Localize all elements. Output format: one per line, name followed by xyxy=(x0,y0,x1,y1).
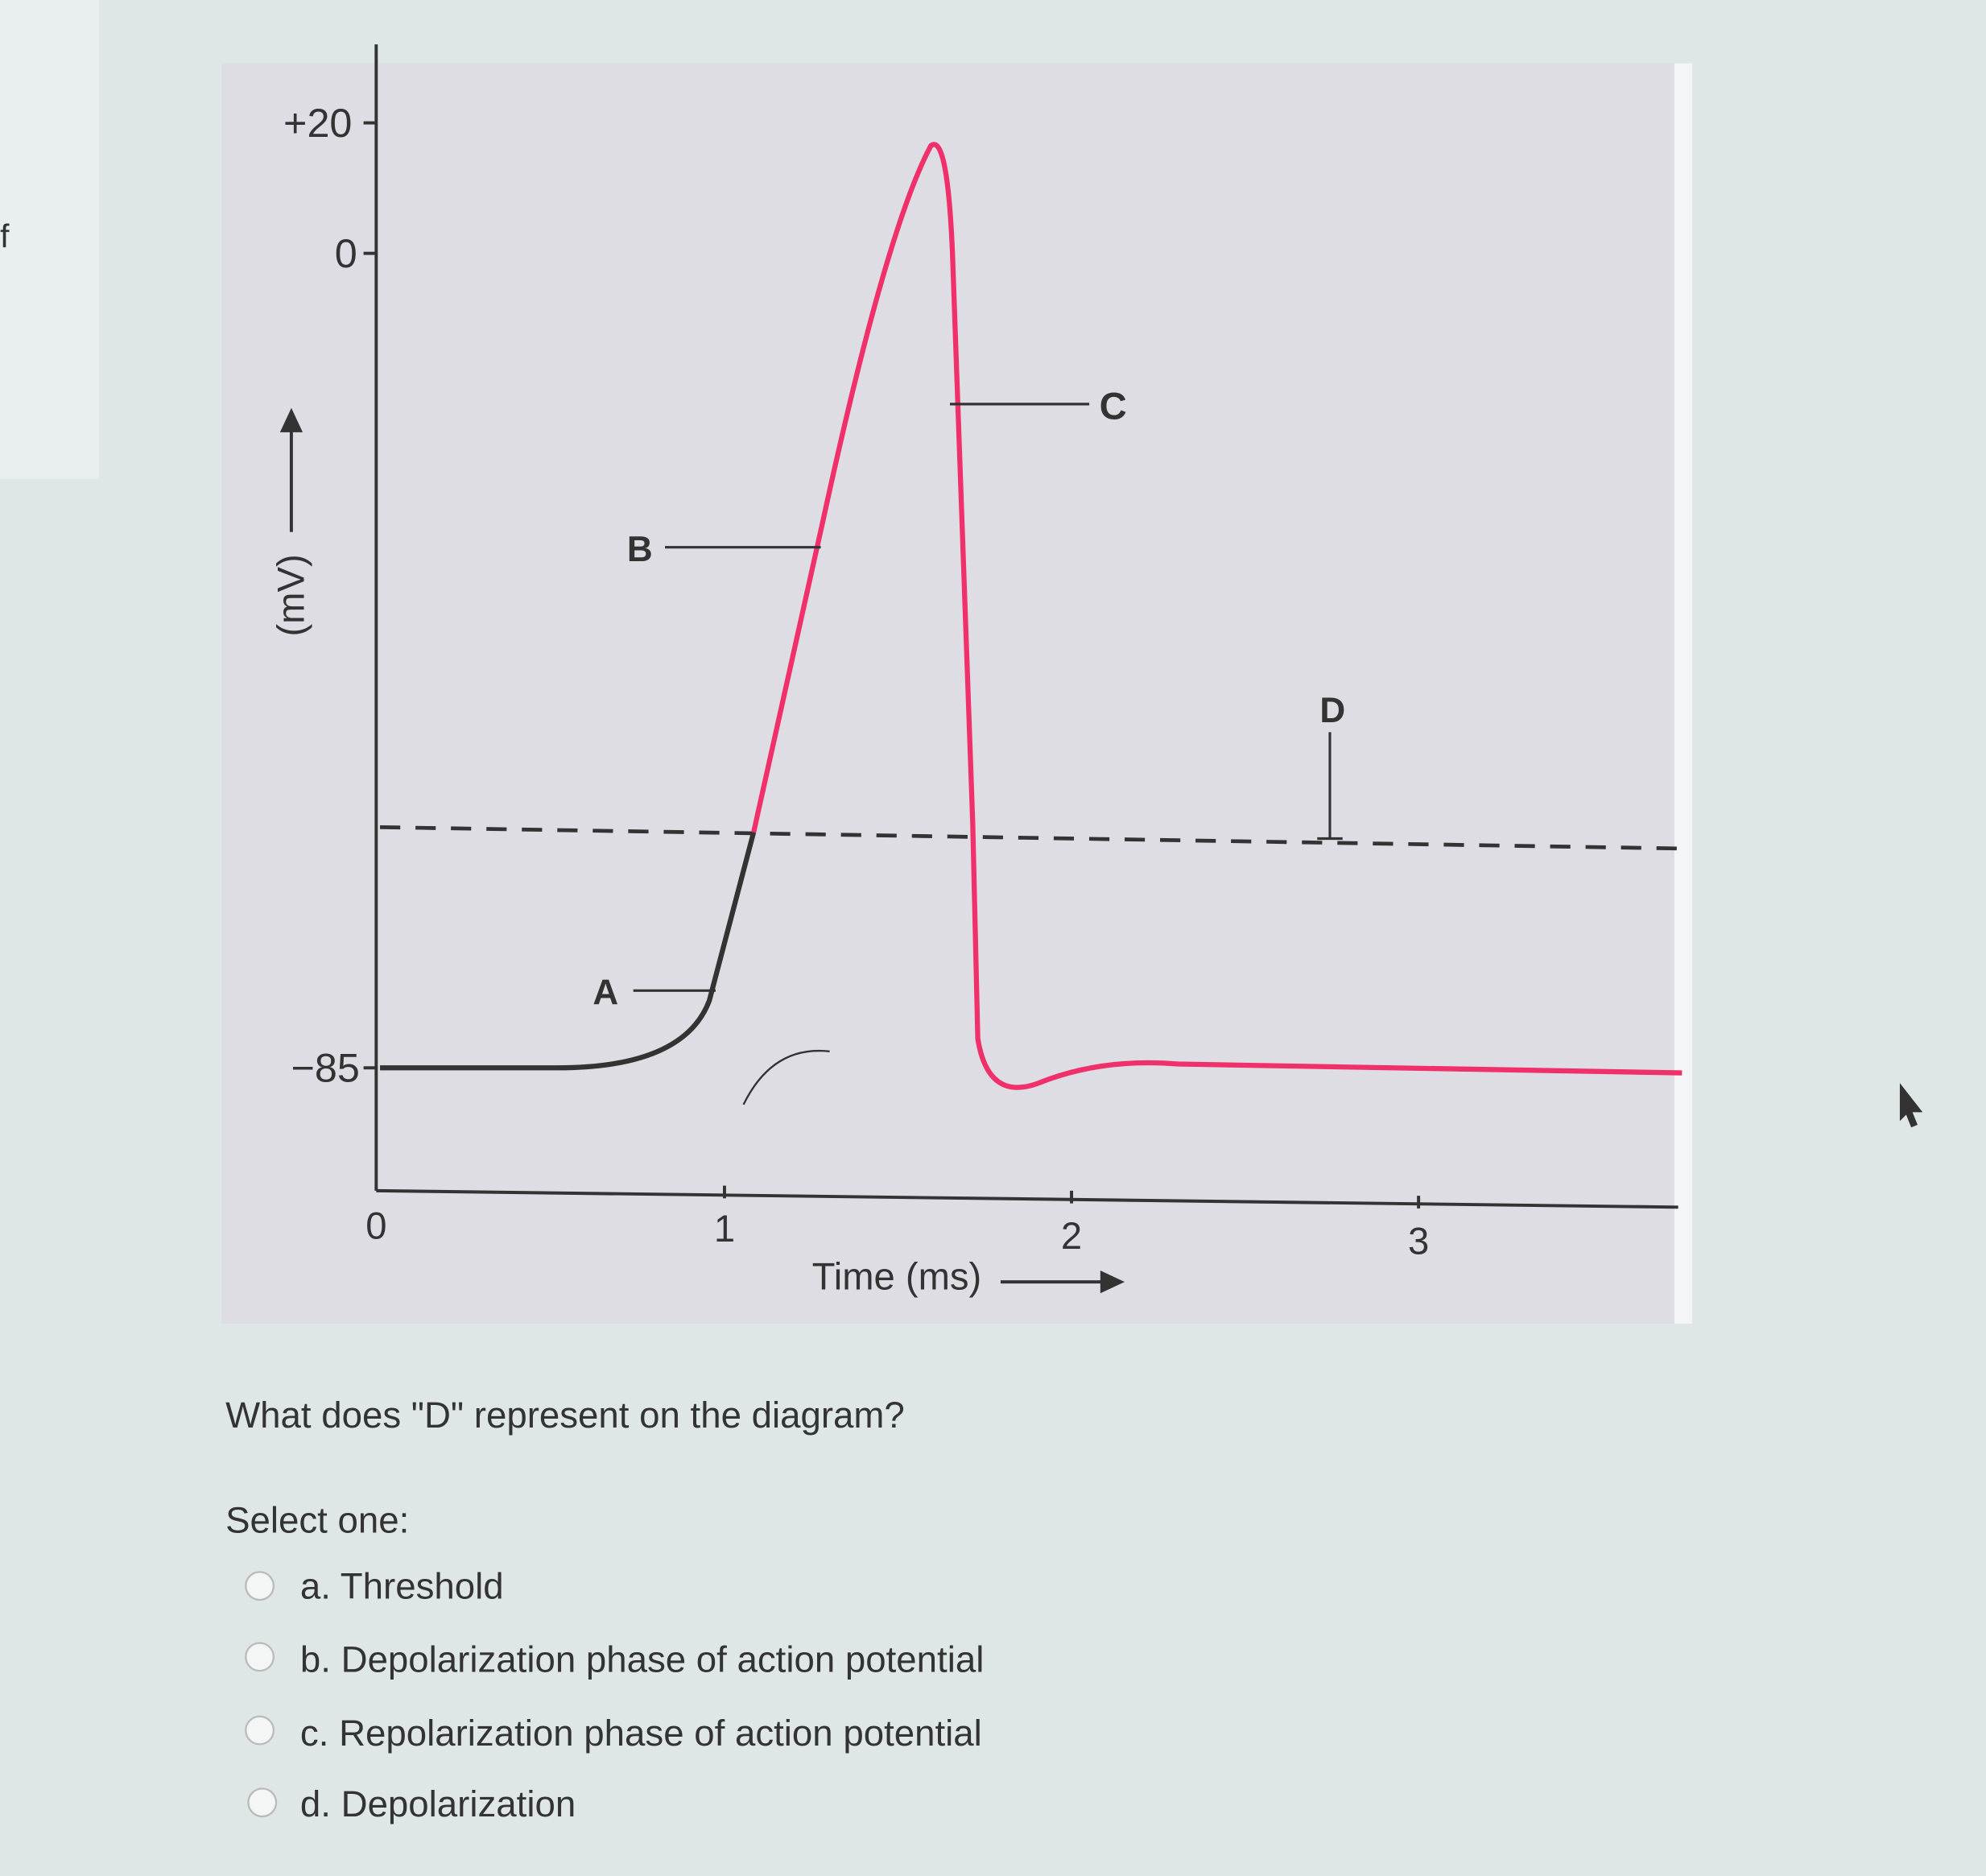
radio[interactable] xyxy=(247,1787,278,1818)
axes xyxy=(363,44,1678,1209)
options: a. Threshold b. Depolarization phase of … xyxy=(245,1565,984,1824)
option-label[interactable]: c. Repolarization phase of action potent… xyxy=(300,1713,982,1754)
radio[interactable] xyxy=(245,1715,275,1746)
threshold-line xyxy=(380,824,1691,851)
radio[interactable] xyxy=(245,1571,275,1601)
mouse-cursor xyxy=(1899,1083,1923,1128)
action-potential-curve xyxy=(751,142,1683,1090)
y-arrow xyxy=(279,407,303,532)
panel-border xyxy=(1674,63,1692,1324)
diagram-panel xyxy=(221,63,1691,1324)
side-panel xyxy=(0,0,99,479)
x-tick-label: 0 xyxy=(365,1205,386,1248)
x-arrow xyxy=(1000,1271,1125,1294)
radio[interactable] xyxy=(245,1642,275,1672)
fragment-text: f xyxy=(0,217,10,254)
option-label[interactable]: a. Threshold xyxy=(300,1565,504,1606)
resting-curve xyxy=(380,831,757,1071)
y-tick-label: 0 xyxy=(335,230,357,276)
annotation-label: C xyxy=(1100,386,1127,428)
option-label[interactable]: d. Depolarization xyxy=(300,1783,576,1824)
x-tick-label: 3 xyxy=(1408,1221,1429,1263)
y-axis-label: (mV) xyxy=(270,554,313,636)
annotation-lines xyxy=(633,403,1343,992)
x-tick-label: 2 xyxy=(1061,1215,1082,1258)
option-label[interactable]: b. Depolarization phase of action potent… xyxy=(300,1639,984,1680)
y-tick-label: +20 xyxy=(283,100,352,146)
x-axis xyxy=(376,1188,1678,1209)
annotation-label: A xyxy=(592,973,618,1013)
scribble xyxy=(742,1049,830,1105)
y-tick-label: −85 xyxy=(291,1045,359,1091)
annotation-label: B xyxy=(627,530,653,569)
instruction: Select one: xyxy=(225,1500,409,1541)
annotation-label: D xyxy=(1319,691,1345,730)
question-prompt: What does "D" represent on the diagram? xyxy=(225,1395,905,1436)
x-tick-label: 1 xyxy=(714,1208,735,1250)
x-axis-label: Time (ms) xyxy=(812,1256,982,1299)
